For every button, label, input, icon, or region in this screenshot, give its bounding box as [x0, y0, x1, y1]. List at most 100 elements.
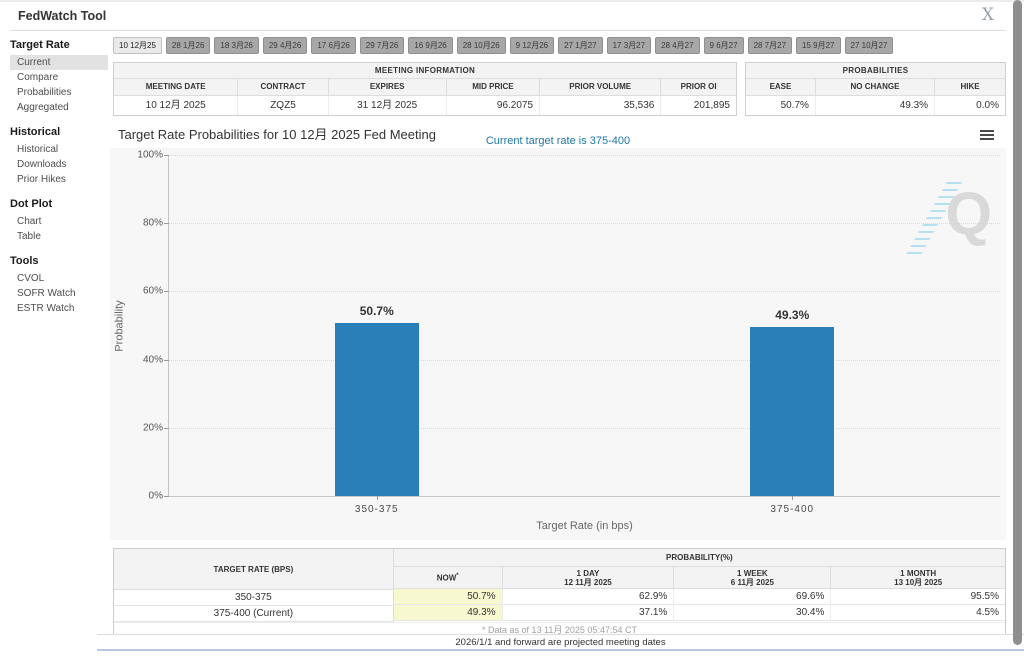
cell-375-400-1week: 30.4% [674, 605, 832, 620]
ytick-0: 0% [148, 490, 163, 502]
probabilities-title: PROBABILITIES [746, 63, 1005, 79]
cell-350-375-1day: 62.9% [503, 589, 675, 604]
tab-meeting-1[interactable]: 28 1月26 [165, 37, 211, 54]
sidebar-item-aggregated[interactable]: Aggregated [17, 102, 69, 113]
cell-350-375-1month: 95.5% [970, 591, 999, 602]
quikstrike-watermark-icon: Q [904, 180, 992, 260]
sidebar-group-historical: Historical [10, 126, 61, 138]
tab-meeting-7[interactable]: 28 10月26 [456, 37, 506, 54]
ytick-80: 80% [142, 217, 163, 229]
tab-meeting-8[interactable]: 9 12月26 [509, 37, 555, 54]
sidebar-group-dot-plot: Dot Plot [10, 198, 53, 210]
ytick-20: 20% [142, 422, 163, 434]
cell-375-400-1day: 37.1% [503, 605, 675, 620]
value-prior-oi: 201,895 [693, 100, 730, 111]
page-title: FedWatch Tool [18, 9, 107, 23]
col-contract: CONTRACT [238, 79, 329, 95]
tab-meeting-3[interactable]: 29 4月26 [262, 37, 308, 54]
col-1-month: 1 MONTH 13 10月 2025 [894, 568, 943, 587]
close-icon[interactable]: X [981, 5, 994, 25]
row-rate-375-400: 375-400 (Current) [114, 606, 393, 622]
tab-meeting-12[interactable]: 9 6月27 [703, 37, 744, 54]
data-as-of-footnote: * Data as of 13 11月 2025 05:47:54 CT [114, 622, 1005, 637]
cell-350-375-1week: 69.6% [674, 589, 832, 604]
col-prior-oi: PRIOR OI [680, 82, 717, 91]
sidebar-item-historical[interactable]: Historical [17, 144, 59, 155]
sidebar-item-downloads[interactable]: Downloads [17, 159, 67, 170]
ytick-60: 60% [142, 285, 163, 297]
probability-history-table: TARGET RATE (BPS) 350-375 375-400 (Curre… [113, 548, 1006, 638]
sidebar-item-probabilities[interactable]: Probabilities [17, 87, 72, 98]
col-expires: EXPIRES [329, 79, 447, 95]
tab-meeting-2[interactable]: 18 3月26 [214, 37, 259, 54]
value-mid-price: 96.2075 [447, 96, 541, 115]
sidebar-item-estr-watch[interactable]: ESTR Watch [17, 303, 75, 314]
value-ease: 50.7% [746, 96, 816, 115]
tab-meeting-9[interactable]: 27 1月27 [558, 37, 603, 54]
tab-meeting-10[interactable]: 17 3月27 [606, 37, 652, 54]
ytick-40: 40% [142, 354, 163, 366]
col-prior-volume: PRIOR VOLUME [540, 79, 662, 95]
tab-meeting-13[interactable]: 28 7月27 [747, 37, 793, 54]
sidebar-item-sofr-watch[interactable]: SOFR Watch [17, 288, 76, 299]
bar-group-0: 50.7% 350-375 [334, 155, 419, 515]
col-ease: EASE [746, 79, 816, 95]
projected-dates-note: 2026/1/1 and forward are projected meeti… [97, 634, 1024, 651]
tab-meeting-11[interactable]: 28 4月27 [655, 37, 700, 54]
sidebar-item-compare[interactable]: Compare [17, 72, 59, 83]
tab-meeting-6[interactable]: 16 9月26 [408, 37, 453, 54]
sidebar-item-table[interactable]: Table [17, 231, 41, 242]
sidebar-group-tools: Tools [10, 255, 39, 267]
sidebar-group-target-rate: Target Rate [10, 39, 70, 51]
tab-meeting-5[interactable]: 29 7月26 [359, 37, 405, 54]
value-meeting-date: 10 12月 2025 [114, 96, 239, 115]
col-no-change: NO CHANGE [816, 79, 936, 95]
tab-meeting-14[interactable]: 15 9月27 [796, 37, 841, 54]
bar-value-label-1: 49.3% [775, 308, 810, 322]
bar-group-1: 49.3% 375-400 [750, 155, 835, 515]
chart-subtitle: Current target rate is 375-400 [485, 135, 631, 147]
chart-title: Target Rate Probabilities for 10 12月 202… [118, 127, 436, 142]
value-no-change: 49.3% [816, 96, 936, 115]
plot-area: 100% 80% 60% 40% 20% 0% Probability 50.7… [114, 150, 1000, 532]
ytick-100: 100% [137, 149, 163, 161]
sidebar: Target Rate Current Compare Probabilitie… [10, 34, 108, 316]
value-hike: 0.0% [976, 100, 999, 111]
x-axis-title: Target Rate (in bps) [536, 520, 633, 532]
col-mid-price: MID PRICE [447, 79, 541, 95]
probabilities-summary-table: PROBABILITIES EASE NO CHANGE HIKE 50.7% … [745, 62, 1006, 116]
category-label-1: 375-400 [770, 504, 815, 515]
row-rate-350-375: 350-375 [114, 590, 393, 606]
col-now: NOW* [394, 567, 503, 588]
col-1-week: 1 WEEK 6 11月 2025 [674, 567, 832, 588]
category-label-0: 350-375 [354, 504, 399, 515]
window-top-border [0, 0, 1024, 2]
modal-header: FedWatch Tool X [10, 3, 1006, 31]
cell-350-375-now: 50.7% [393, 589, 503, 604]
vertical-scrollbar[interactable] [1013, 0, 1022, 645]
table-row: 49.3% 37.1% 30.4% 4.5% [393, 605, 1005, 621]
col-target-rate-bps: TARGET RATE (BPS) [114, 549, 393, 590]
bar-350-375[interactable] [334, 323, 419, 496]
meeting-information-title: MEETING INFORMATION [114, 63, 736, 79]
col-group-probability: PROBABILITY(%) [393, 549, 1005, 567]
value-expires: 31 12月 2025 [329, 96, 447, 115]
tab-meeting-4[interactable]: 17 6月26 [311, 37, 356, 54]
tab-meeting-15[interactable]: 27 10月27 [844, 37, 894, 54]
value-contract: ZQZ5 [238, 96, 329, 115]
value-prior-volume: 35,536 [540, 96, 662, 115]
sidebar-item-current[interactable]: Current [10, 55, 108, 70]
meeting-information-table: MEETING INFORMATION MEETING DATE CONTRAC… [113, 62, 737, 116]
bar-375-400[interactable] [750, 327, 835, 496]
sidebar-item-cvol[interactable]: CVOL [17, 273, 45, 284]
chart-menu-icon[interactable] [980, 130, 994, 142]
tab-meeting-0[interactable]: 10 12月25 [113, 37, 162, 54]
sidebar-item-chart[interactable]: Chart [17, 216, 42, 227]
sidebar-item-prior-hikes[interactable]: Prior Hikes [17, 174, 66, 185]
table-row: 50.7% 62.9% 69.6% 95.5% [393, 589, 1005, 605]
probability-chart: Target Rate Probabilities for 10 12月 202… [110, 122, 1006, 540]
col-meeting-date: MEETING DATE [114, 79, 239, 95]
col-1-day: 1 DAY 12 11月 2025 [503, 567, 675, 588]
chart-plot-background [110, 148, 1006, 540]
meeting-date-tabs: 10 12月25 28 1月26 18 3月26 29 4月26 17 6月26… [113, 37, 1006, 54]
